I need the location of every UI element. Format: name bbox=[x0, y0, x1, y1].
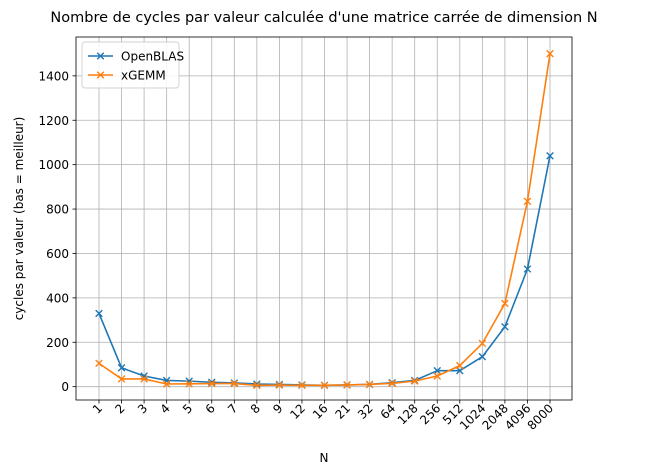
chart-title: Nombre de cycles par valeur calculée d'u… bbox=[50, 10, 597, 26]
y-tick-label: 200 bbox=[46, 336, 69, 350]
x-tick-label: 6 bbox=[203, 401, 218, 416]
data-point bbox=[162, 380, 171, 388]
data-point bbox=[523, 265, 532, 273]
marker-stroke bbox=[320, 381, 329, 390]
marker-stroke bbox=[546, 49, 554, 58]
marker-stroke bbox=[478, 339, 487, 348]
marker-stroke bbox=[456, 361, 464, 370]
marker-stroke bbox=[501, 299, 509, 308]
x-tick-label: 7 bbox=[225, 401, 240, 416]
series-xGEMM bbox=[95, 49, 554, 390]
data-point bbox=[410, 377, 419, 385]
data-point bbox=[117, 375, 126, 383]
x-tick-label: 21 bbox=[332, 401, 353, 422]
y-tick-label: 1000 bbox=[38, 158, 69, 172]
data-point bbox=[140, 375, 148, 383]
data-point bbox=[207, 378, 216, 387]
data-point bbox=[478, 339, 487, 348]
x-axis-label: N bbox=[320, 451, 329, 465]
marker-stroke bbox=[95, 359, 103, 368]
data-point bbox=[478, 352, 487, 361]
y-tick-label: 800 bbox=[46, 203, 69, 217]
x-tick-label: 9 bbox=[270, 401, 285, 416]
data-point bbox=[433, 372, 442, 380]
marker-stroke bbox=[207, 378, 216, 387]
plot-frame bbox=[75, 36, 573, 401]
y-axis-label: cycles par valeur (bas = meilleur) bbox=[12, 117, 26, 321]
data-point bbox=[343, 381, 351, 389]
marker-stroke bbox=[343, 381, 351, 389]
series-group bbox=[95, 49, 554, 390]
y-tick-label: 1400 bbox=[38, 69, 69, 83]
data-point bbox=[275, 381, 284, 389]
marker-stroke bbox=[365, 380, 374, 389]
legend: OpenBLAS xGEMM bbox=[81, 41, 184, 89]
marker-stroke bbox=[523, 197, 532, 206]
data-point bbox=[523, 197, 532, 206]
data-point bbox=[185, 379, 193, 388]
data-point bbox=[388, 379, 396, 388]
marker-stroke bbox=[207, 379, 216, 388]
marker-stroke bbox=[230, 379, 239, 388]
legend-label: xGEMM bbox=[121, 69, 166, 83]
y-axis: 0 200 400 600 800 1000 1200 1400 bbox=[38, 69, 76, 394]
data-point bbox=[117, 364, 126, 372]
x-tick-label: 128 bbox=[395, 401, 421, 427]
x-tick-label: 8000 bbox=[525, 401, 556, 432]
marker-stroke bbox=[501, 322, 509, 331]
marker-stroke bbox=[140, 375, 148, 383]
x-tick-label: 8 bbox=[248, 401, 263, 416]
x-tick-label: 4 bbox=[157, 401, 172, 416]
marker-stroke bbox=[95, 309, 103, 318]
data-point bbox=[298, 381, 306, 390]
y-tick-label: 400 bbox=[46, 291, 69, 305]
x-axis: 1 2 3 4 5 6 7 8 9 12 16 21 32 64128256512102420484096… bbox=[90, 400, 556, 433]
data-point bbox=[230, 379, 239, 388]
data-point bbox=[253, 380, 261, 388]
marker-stroke bbox=[478, 352, 487, 361]
data-point bbox=[95, 309, 103, 318]
data-point bbox=[365, 380, 374, 389]
data-point bbox=[501, 322, 509, 331]
data-point bbox=[546, 49, 554, 58]
x-tick-label: 32 bbox=[355, 401, 376, 422]
x-tick-label: 256 bbox=[417, 401, 443, 427]
marker-stroke bbox=[433, 372, 442, 380]
marker-stroke bbox=[388, 379, 396, 388]
x-tick-label: 5 bbox=[180, 401, 195, 416]
x-tick-label: 3 bbox=[135, 401, 150, 416]
marker-stroke bbox=[275, 381, 284, 389]
data-point bbox=[501, 299, 509, 308]
y-tick-label: 0 bbox=[61, 380, 69, 394]
grid bbox=[76, 37, 572, 400]
legend-marker bbox=[96, 52, 105, 60]
data-point bbox=[207, 379, 216, 388]
x-tick-label: 2 bbox=[112, 401, 127, 416]
marker-stroke bbox=[523, 265, 532, 273]
data-point bbox=[320, 381, 329, 390]
legend-label: OpenBLAS bbox=[121, 50, 184, 64]
data-point bbox=[95, 359, 103, 368]
marker-stroke bbox=[410, 377, 419, 385]
y-tick-label: 1200 bbox=[38, 114, 69, 128]
marker-stroke bbox=[117, 364, 126, 372]
x-tick-label: 12 bbox=[287, 401, 308, 422]
data-point bbox=[253, 381, 261, 390]
marker-stroke bbox=[185, 379, 193, 388]
y-tick-label: 600 bbox=[46, 247, 69, 261]
x-tick-label: 16 bbox=[310, 401, 331, 422]
marker-stroke bbox=[253, 381, 261, 390]
marker-stroke bbox=[117, 375, 126, 383]
marker-stroke bbox=[546, 151, 554, 160]
data-point bbox=[456, 361, 464, 370]
marker-stroke bbox=[253, 380, 261, 388]
marker-stroke bbox=[298, 381, 306, 390]
legend-marker bbox=[96, 71, 105, 79]
legend-box bbox=[81, 41, 180, 89]
marker-stroke bbox=[162, 380, 171, 388]
data-point bbox=[546, 151, 554, 160]
x-tick-label: 1 bbox=[90, 401, 105, 416]
